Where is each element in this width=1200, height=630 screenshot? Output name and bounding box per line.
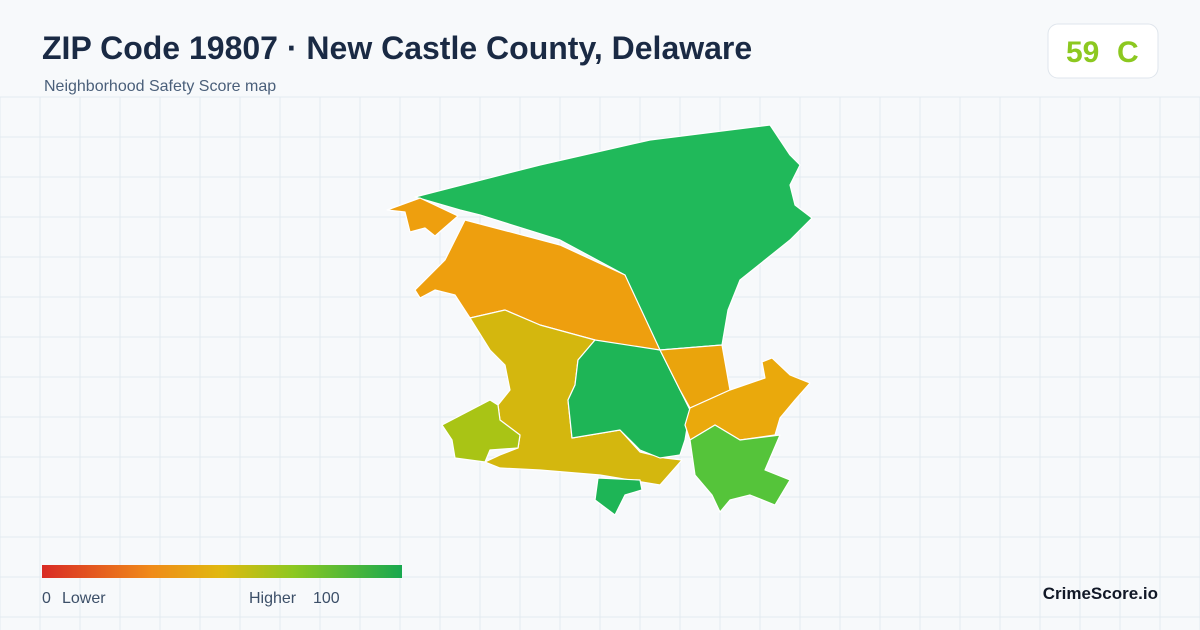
legend-max: 100 (313, 590, 340, 607)
subtitle: Neighborhood Safety Score map (44, 78, 276, 95)
zone (386, 197, 459, 237)
brand: CrimeScore.io (1043, 584, 1158, 603)
score-value: 59 (1066, 36, 1099, 69)
zone (689, 424, 791, 513)
score-badge (1047, 23, 1159, 79)
title: ZIP Code 19807 · New Castle County, Dela… (42, 30, 752, 66)
map (386, 124, 813, 516)
legend-min: 0 (42, 590, 51, 607)
zone (414, 124, 813, 351)
score-grade: C (1117, 36, 1139, 69)
legend-bar (42, 565, 402, 578)
legend-min-label: Lower (62, 590, 106, 607)
zone (441, 399, 521, 463)
legend-max-label: Higher (249, 590, 297, 607)
zone (594, 477, 643, 516)
